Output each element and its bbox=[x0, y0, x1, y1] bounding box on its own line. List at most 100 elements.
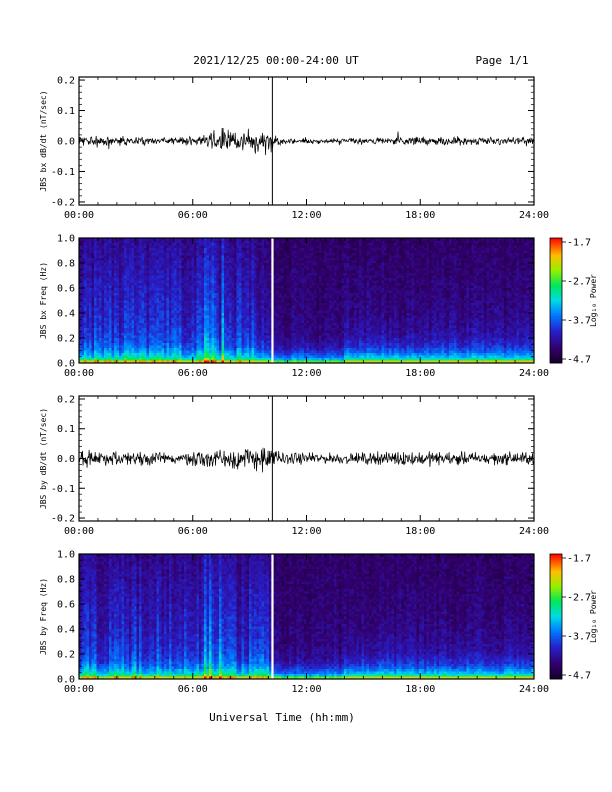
heatmap-cell bbox=[206, 315, 210, 319]
heatmap-cell bbox=[244, 240, 247, 244]
heatmap-cell bbox=[156, 255, 160, 259]
heatmap-cell bbox=[144, 295, 147, 299]
heatmap-cell bbox=[274, 248, 277, 251]
heatmap-cell bbox=[104, 338, 107, 341]
heatmap-cell bbox=[311, 300, 315, 304]
heatmap-cell bbox=[229, 265, 232, 269]
heatmap-cell bbox=[234, 273, 237, 276]
heatmap-cell bbox=[121, 350, 125, 354]
heatmap-cell bbox=[154, 265, 157, 269]
heatmap-cell bbox=[236, 298, 240, 301]
heatmap-cell bbox=[259, 258, 262, 261]
heatmap-cell bbox=[266, 315, 270, 319]
heatmap-cell bbox=[286, 260, 290, 264]
heatmap-cell bbox=[81, 258, 85, 261]
heatmap-cell bbox=[211, 285, 215, 289]
heatmap-cell bbox=[276, 330, 280, 334]
heatmap-cell bbox=[96, 355, 100, 359]
heatmap-cell bbox=[264, 325, 267, 329]
heatmap-cell bbox=[301, 295, 305, 299]
heatmap-cell bbox=[119, 355, 122, 359]
heatmap-cell bbox=[239, 308, 242, 311]
heatmap-cell bbox=[316, 348, 320, 351]
heatmap-cell bbox=[264, 245, 267, 249]
heatmap-cell bbox=[184, 305, 187, 309]
heatmap-cell bbox=[111, 280, 115, 284]
heatmap-cell bbox=[286, 323, 290, 326]
heatmap-cell bbox=[124, 278, 127, 281]
heatmap-cell bbox=[276, 295, 280, 299]
heatmap-cell bbox=[196, 323, 200, 326]
heatmap-cell bbox=[319, 343, 322, 346]
heatmap-cell bbox=[314, 308, 317, 311]
heatmap-cell bbox=[281, 245, 285, 249]
heatmap-cell bbox=[141, 248, 145, 251]
heatmap-cell bbox=[311, 290, 315, 294]
heatmap-cell bbox=[269, 278, 272, 281]
heatmap-cell bbox=[179, 300, 182, 304]
heatmap-cell bbox=[244, 283, 247, 286]
heatmap-cell bbox=[276, 240, 280, 244]
heatmap-cell bbox=[164, 340, 167, 344]
heatmap-cell bbox=[261, 348, 265, 351]
heatmap-cell bbox=[171, 328, 175, 331]
heatmap-cell bbox=[139, 300, 142, 304]
heatmap-cell bbox=[241, 350, 245, 354]
heatmap-cell bbox=[254, 345, 257, 349]
heatmap-cell bbox=[274, 338, 277, 341]
heatmap-cell bbox=[286, 320, 290, 324]
heatmap-cell bbox=[179, 270, 182, 274]
heatmap-cell bbox=[89, 360, 92, 364]
heatmap-cell bbox=[229, 273, 232, 276]
heatmap-cell bbox=[189, 330, 192, 334]
heatmap-cell bbox=[224, 255, 227, 259]
heatmap-cell bbox=[106, 265, 110, 269]
heatmap-cell bbox=[196, 288, 200, 291]
heatmap-cell bbox=[106, 303, 110, 306]
heatmap-cell bbox=[121, 360, 125, 364]
heatmap-cell bbox=[214, 318, 217, 321]
heatmap-cell bbox=[284, 295, 287, 299]
heatmap-cell bbox=[166, 288, 170, 291]
heatmap-cell bbox=[199, 305, 202, 309]
heatmap-cell bbox=[166, 245, 170, 249]
heatmap-cell bbox=[111, 323, 115, 326]
heatmap-cell bbox=[119, 328, 122, 331]
heatmap-cell bbox=[294, 313, 297, 316]
heatmap-cell bbox=[316, 253, 320, 256]
heatmap-cell bbox=[301, 325, 305, 329]
heatmap-cell bbox=[191, 278, 195, 281]
heatmap-cell bbox=[184, 278, 187, 281]
heatmap-cell bbox=[194, 253, 197, 256]
heatmap-cell bbox=[199, 315, 202, 319]
heatmap-cell bbox=[169, 320, 172, 324]
heatmap-cell bbox=[114, 278, 117, 281]
heatmap-cell bbox=[146, 340, 150, 344]
heatmap-cell bbox=[231, 338, 235, 341]
heatmap-cell bbox=[116, 278, 120, 281]
heatmap-cell bbox=[84, 295, 87, 299]
heatmap-cell bbox=[111, 265, 115, 269]
heatmap-cell bbox=[104, 310, 107, 314]
heatmap-cell bbox=[294, 293, 297, 296]
heatmap-cell bbox=[101, 245, 105, 249]
heatmap-cell bbox=[104, 250, 107, 254]
heatmap-cell bbox=[126, 258, 130, 261]
heatmap-cell bbox=[226, 320, 230, 324]
heatmap-cell bbox=[249, 353, 252, 356]
heatmap-cell bbox=[161, 248, 165, 251]
heatmap-cell bbox=[164, 303, 167, 306]
heatmap-cell bbox=[281, 340, 285, 344]
heatmap-cell bbox=[321, 265, 325, 269]
heatmap-cell bbox=[119, 293, 122, 296]
heatmap-cell bbox=[309, 360, 312, 364]
heatmap-cell bbox=[154, 360, 157, 364]
heatmap-cell bbox=[144, 258, 147, 261]
heatmap-cell bbox=[169, 255, 172, 259]
heatmap-cell bbox=[141, 280, 145, 284]
heatmap-cell bbox=[219, 300, 222, 304]
heatmap-cell bbox=[81, 278, 85, 281]
heatmap-cell bbox=[219, 320, 222, 324]
heatmap-cell bbox=[296, 305, 300, 309]
heatmap-cell bbox=[314, 360, 317, 364]
